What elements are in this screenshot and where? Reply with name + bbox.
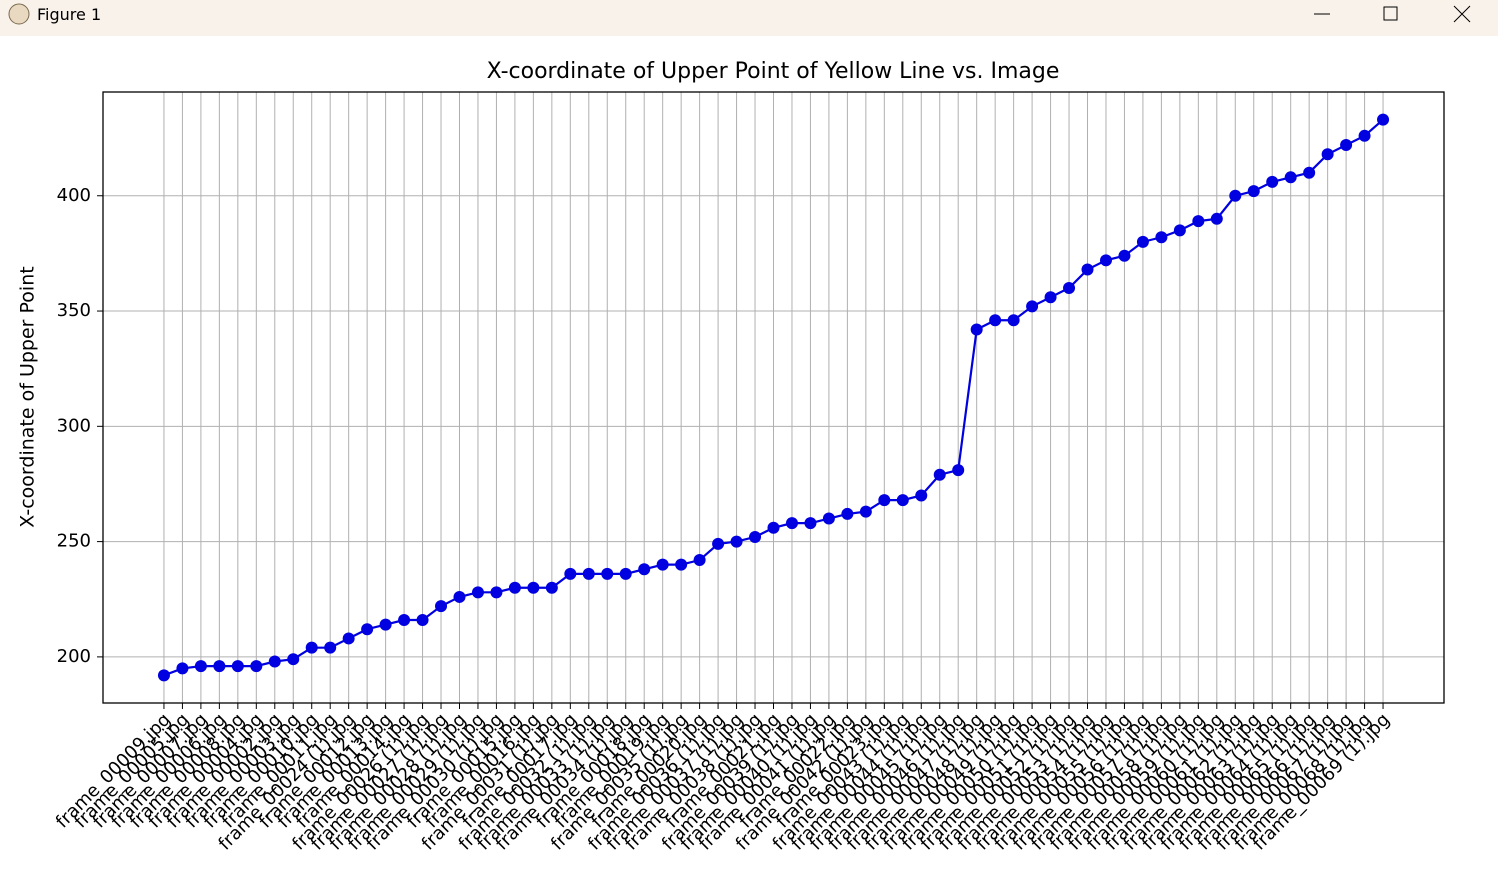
data-point — [1247, 185, 1260, 198]
data-point — [601, 567, 614, 580]
data-point — [231, 660, 244, 673]
data-point — [1044, 291, 1057, 304]
data-point — [767, 521, 780, 534]
data-point — [693, 554, 706, 567]
data-point — [1173, 224, 1186, 237]
data-point — [749, 530, 762, 543]
data-point — [1358, 129, 1371, 142]
data-point — [1118, 249, 1131, 262]
data-point — [268, 655, 281, 668]
data-point — [527, 581, 540, 594]
data-point — [1229, 189, 1242, 202]
data-point — [1063, 281, 1076, 294]
data-point — [1155, 231, 1168, 244]
y-tick-label: 200 — [57, 646, 91, 667]
data-point — [952, 464, 965, 477]
data-point — [379, 618, 392, 631]
data-point — [1266, 175, 1279, 188]
y-tick-label: 300 — [57, 415, 91, 436]
data-point — [453, 590, 466, 603]
maximize-button[interactable] — [1383, 6, 1398, 21]
data-point — [933, 468, 946, 481]
data-point — [915, 489, 928, 502]
plot-frame — [102, 91, 1445, 704]
data-point — [250, 660, 263, 673]
window-title: Figure 1 — [37, 5, 101, 24]
data-point — [1210, 212, 1223, 225]
data-point — [582, 567, 595, 580]
data-point — [490, 586, 503, 599]
data-point — [785, 517, 798, 530]
data-point — [1303, 166, 1316, 179]
data-point — [638, 563, 651, 576]
data-point — [1321, 148, 1334, 161]
data-point — [1136, 235, 1149, 248]
data-point — [545, 581, 558, 594]
y-tick-label: 400 — [57, 185, 91, 206]
data-point — [471, 586, 484, 599]
data-point — [878, 494, 891, 507]
data-point — [305, 641, 318, 654]
data-point — [896, 494, 909, 507]
data-point — [989, 314, 1002, 327]
data-point — [361, 623, 374, 636]
data-point — [213, 660, 226, 673]
data-point — [1026, 300, 1039, 313]
data-point — [970, 323, 983, 336]
data-point — [342, 632, 355, 645]
data-point — [416, 613, 429, 626]
data-point — [1099, 254, 1112, 267]
data-point — [398, 613, 411, 626]
data-point — [1007, 314, 1020, 327]
data-point — [619, 567, 632, 580]
data-point — [324, 641, 337, 654]
app-icon — [8, 3, 30, 25]
close-button[interactable] — [1453, 5, 1471, 23]
data-point — [822, 512, 835, 525]
data-point — [1377, 113, 1390, 126]
title-bar — [0, 0, 1498, 36]
data-point — [194, 660, 207, 673]
data-point — [1340, 139, 1353, 152]
data-point — [1081, 263, 1094, 276]
y-axis-label: X-coordinate of Upper Point — [17, 266, 39, 527]
data-point — [564, 567, 577, 580]
data-point — [435, 600, 448, 613]
data-point — [1284, 171, 1297, 184]
chart-title: X-coordinate of Upper Point of Yellow Li… — [487, 59, 1060, 84]
data-point — [176, 662, 189, 675]
data-point — [1192, 215, 1205, 228]
data-point — [675, 558, 688, 571]
data-point — [841, 507, 854, 520]
data-point — [508, 581, 521, 594]
y-tick-label: 350 — [57, 300, 91, 321]
data-point — [656, 558, 669, 571]
data-point — [804, 517, 817, 530]
data-point — [712, 537, 725, 550]
data-point — [157, 669, 170, 682]
data-point — [859, 505, 872, 518]
data-point — [730, 535, 743, 548]
y-tick-label: 250 — [57, 531, 91, 552]
data-point — [287, 653, 300, 666]
